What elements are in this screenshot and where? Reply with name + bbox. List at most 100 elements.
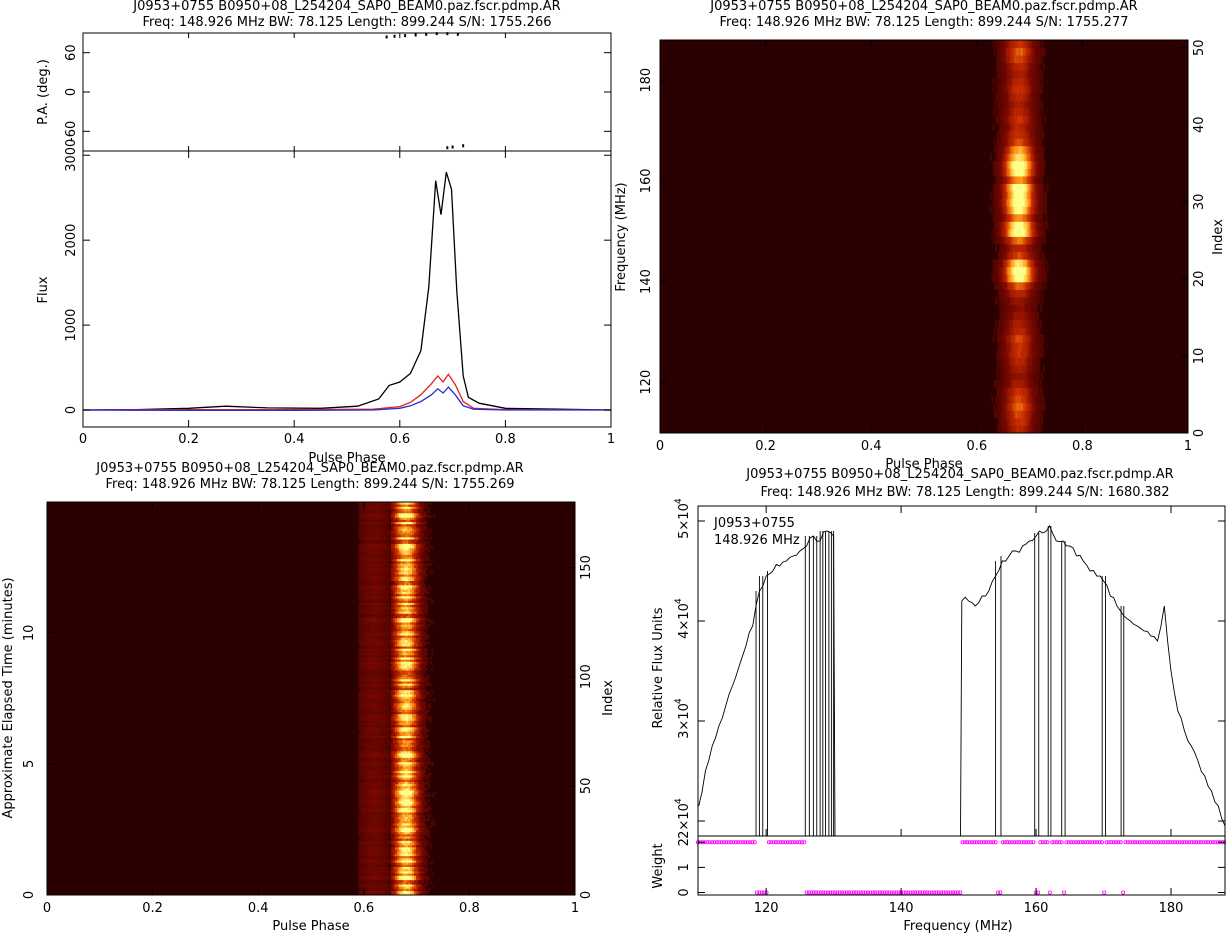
heatmap-cell <box>1003 304 1005 313</box>
heatmap-cell <box>1044 259 1046 268</box>
heatmap-cell <box>1012 281 1015 290</box>
heatmap-cell <box>1000 213 1003 222</box>
heatmap-cell <box>1028 402 1030 411</box>
heatmap-cell <box>1033 281 1036 290</box>
phase-freq-x-tick-label: 0.2 <box>755 439 776 454</box>
heatmap-cell <box>1013 198 1016 207</box>
heatmap-cell <box>1004 380 1007 389</box>
phase-freq-x-tick-label: 1 <box>1184 439 1192 454</box>
heatmap-cell <box>1017 364 1020 373</box>
heatmap-cell <box>1042 153 1045 162</box>
heatmap-cell <box>1024 304 1027 313</box>
profile-subtitle: Freq: 148.926 MHz BW: 78.125 Length: 899… <box>142 15 551 30</box>
heatmap-cell <box>1019 357 1021 366</box>
heatmap-cell <box>1001 251 1004 260</box>
heatmap-cell <box>1028 357 1030 366</box>
heatmap-cell <box>1003 183 1005 192</box>
heatmap-cell <box>1005 364 1008 373</box>
heatmap-cell <box>1011 259 1013 268</box>
heatmap-cell <box>999 244 1001 253</box>
heatmap-cell <box>1016 312 1019 321</box>
heatmap-cell <box>1013 259 1016 268</box>
heatmap-cell <box>1013 334 1016 343</box>
heatmap-cell <box>1012 274 1015 283</box>
heatmap-cell <box>991 395 994 404</box>
heatmap-cell <box>1032 281 1034 290</box>
heatmap-cell <box>1004 425 1007 434</box>
heatmap-cell <box>1028 251 1030 260</box>
heatmap-cell <box>1025 334 1028 343</box>
heatmap-cell <box>1019 296 1021 305</box>
heatmap-cell <box>1019 289 1021 298</box>
heatmap-cell <box>1005 198 1008 207</box>
heatmap-cell <box>1008 191 1011 200</box>
heatmap-cell <box>1037 296 1040 305</box>
heatmap-cell <box>995 183 997 192</box>
pa-frame <box>82 32 612 152</box>
heatmap-cell <box>433 792 436 795</box>
heatmap-cell <box>1028 327 1030 336</box>
heatmap-cell <box>429 881 432 885</box>
heatmap-cell <box>1024 312 1027 321</box>
heatmap-cell <box>1016 221 1019 230</box>
heatmap-cell <box>1042 228 1045 237</box>
heatmap-cell <box>1017 206 1020 215</box>
pa-point <box>393 34 396 38</box>
heatmap-cell <box>1030 183 1033 192</box>
heatmap-cell <box>1007 198 1009 207</box>
heatmap-cell <box>1012 259 1015 268</box>
heatmap-cell <box>1008 364 1011 373</box>
heatmap-cell <box>1033 387 1036 396</box>
heatmap-cell <box>1015 312 1017 321</box>
heatmap-cell <box>1015 244 1017 253</box>
heatmap-cell <box>1000 198 1003 207</box>
heatmap-cell <box>1009 364 1012 373</box>
heatmap-cell <box>1004 236 1007 245</box>
heatmap-cell <box>1034 296 1037 305</box>
profile-x-tick-label: 1 <box>607 432 615 447</box>
heatmap-cell <box>993 380 996 389</box>
heatmap-cell <box>1011 334 1013 343</box>
heatmap-cell <box>1021 387 1024 396</box>
heatmap-cell <box>992 85 995 94</box>
heatmap-cell <box>1007 183 1009 192</box>
heatmap-cell <box>1019 402 1021 411</box>
heatmap-cell <box>1005 191 1008 200</box>
heatmap-cell <box>1032 387 1034 396</box>
heatmap-cell <box>1041 266 1044 275</box>
heatmap-cell <box>1000 228 1003 237</box>
heatmap-cell <box>1029 236 1032 245</box>
heatmap-cell <box>1026 334 1029 343</box>
heatmap-cell <box>1015 213 1017 222</box>
heatmap-cell <box>1008 304 1011 313</box>
heatmap-cell <box>1036 213 1038 222</box>
phase-freq-y2-tick-label: 20 <box>1192 271 1207 288</box>
heatmap-cell <box>1038 357 1041 366</box>
heatmap-cell <box>1023 228 1025 237</box>
heatmap-cell <box>995 319 997 328</box>
heatmap-cell <box>1023 349 1025 358</box>
heatmap-cell <box>1013 251 1016 260</box>
heatmap-cell <box>999 364 1001 373</box>
heatmap-cell <box>1009 334 1012 343</box>
heatmap-cell <box>1008 206 1011 215</box>
heatmap-cell <box>1041 334 1044 343</box>
heatmap-cell <box>431 873 434 876</box>
heatmap-cell <box>1009 312 1012 321</box>
heatmap-cell <box>1021 183 1024 192</box>
heatmap-cell <box>1023 387 1025 396</box>
heatmap-cell <box>1028 349 1030 358</box>
heatmap-cell <box>1028 387 1030 396</box>
heatmap-cell <box>1042 259 1045 268</box>
heatmap-cell <box>1012 349 1015 358</box>
heatmap-cell <box>1034 221 1037 230</box>
heatmap-cell <box>1021 364 1024 373</box>
heatmap-cell <box>1016 296 1019 305</box>
heatmap-cell <box>1009 357 1012 366</box>
pa-point <box>404 34 407 38</box>
heatmap-cell <box>996 357 999 366</box>
heatmap-cell <box>996 380 999 389</box>
heatmap-cell <box>1005 213 1008 222</box>
